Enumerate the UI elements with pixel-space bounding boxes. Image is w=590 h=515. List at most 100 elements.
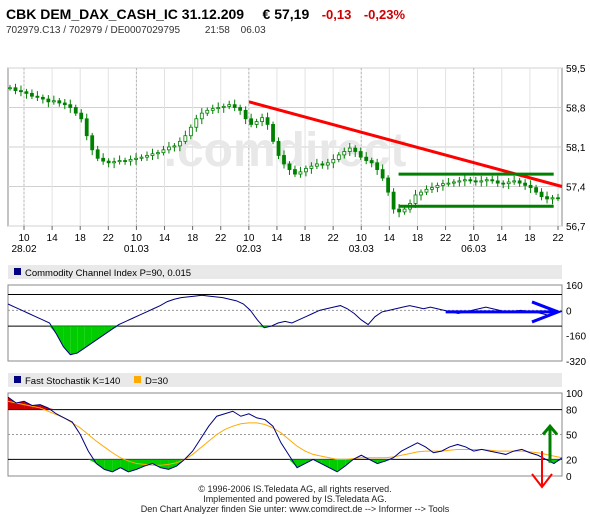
candle-body (249, 118, 254, 125)
candle-body (375, 162, 380, 170)
price-y-tick-label: 57,4 (566, 183, 586, 194)
candle-body (112, 161, 117, 164)
candle-body (462, 179, 467, 182)
candle-body (232, 104, 237, 108)
stoch-overbought-fill (8, 397, 17, 410)
price-x-tick-label: 14 (271, 233, 283, 244)
candle-body (106, 160, 111, 164)
price-x-tick-label: 18 (75, 233, 87, 244)
price-x-tick-label: 10 (468, 233, 480, 244)
price-x-tick-label: 10 (18, 233, 30, 244)
stoch-d-legend-swatch (134, 376, 141, 383)
price-y-tick-label: 56,7 (566, 222, 586, 233)
candle-body (523, 182, 528, 186)
cci-oversold-fill (257, 326, 265, 328)
last-price: € 57,19 (262, 6, 310, 22)
candle-body (134, 157, 138, 160)
candle-body (413, 194, 418, 204)
footer-link-hint: Den Chart Analyzer finden Sie unter: www… (140, 504, 450, 514)
cci-panel: Commodity Channel Index P=90, 0.015 160 0 -… (7, 265, 586, 368)
price-date-label: 03.03 (349, 244, 374, 255)
resistance-trendline (248, 100, 563, 188)
stoch-title-bar (8, 373, 562, 387)
arrow-down-icon (531, 473, 553, 489)
candle-body (386, 177, 391, 193)
candle-body (167, 146, 171, 151)
quote-header: CBK DEM_DAX_CASH_IC 31.12.209 € 57,19 -0… (6, 6, 405, 24)
price-x-tick-label: 22 (328, 233, 340, 244)
cci-plot-frame (7, 284, 563, 362)
candle-body (227, 104, 232, 107)
cci-y-tick-label: -160 (566, 332, 586, 343)
candle-body (468, 179, 473, 182)
candle-body (325, 162, 330, 166)
candle-body (30, 92, 34, 97)
cci-oversold-fill (56, 326, 64, 347)
candle-body (320, 163, 325, 166)
price-x-tick-label: 14 (47, 233, 59, 244)
candle-body (528, 184, 533, 189)
arrow-up-icon (541, 423, 559, 436)
stoch-oversold-fill (297, 459, 306, 468)
quote-subheader: 702979.C13 / 702979 / DE0007029795 21:58… (6, 25, 266, 36)
candle-body (95, 149, 100, 159)
candle-body (517, 180, 522, 184)
cci-legend-swatch (14, 268, 21, 275)
candle-body (457, 180, 462, 183)
price-x-tick-label: 10 (243, 233, 255, 244)
candle-body (495, 180, 500, 184)
candle-body (205, 109, 210, 114)
stoch-y-tick-label: 80 (566, 406, 578, 417)
cci-oversold-fill (70, 326, 78, 355)
candle-body (62, 102, 67, 106)
stoch-y-tick-label: 100 (566, 389, 583, 400)
stoch-oversold-fill (104, 459, 113, 472)
arrow-right-icon (531, 300, 563, 324)
candle-body (156, 152, 160, 155)
candle-body (172, 145, 177, 148)
candle-body (238, 107, 243, 111)
candle-body (342, 151, 347, 156)
candle-body (419, 191, 423, 196)
candle-body (446, 182, 451, 185)
stoch-y-tick-label: 50 (566, 431, 578, 442)
candle-body (539, 191, 544, 198)
candle-body (441, 183, 445, 186)
stoch-oversold-fill (553, 459, 562, 464)
candle-body (260, 117, 264, 123)
stoch-d-legend-label: D=30 (145, 376, 168, 387)
price-y-tick-label: 58,8 (566, 104, 586, 115)
cci-oversold-fill (104, 326, 112, 335)
candle-body (35, 95, 40, 98)
candle-body (304, 168, 308, 173)
candle-body (512, 180, 517, 183)
change-percent: -0,23% (363, 7, 406, 22)
stoch-oversold-fill (337, 459, 346, 472)
candle-body (380, 169, 385, 179)
stoch-k-legend-swatch (14, 376, 21, 383)
instrument-symbol: CBK DEM_DAX_CASH_IC 31.12.209 (6, 6, 245, 22)
candle-body (347, 147, 352, 152)
cci-oversold-fill (84, 326, 92, 349)
candle-body (19, 90, 23, 93)
price-date-label: 01.03 (124, 244, 149, 255)
price-x-tick-label: 10 (131, 233, 143, 244)
candle-body (101, 157, 106, 162)
price-x-tick-label: 14 (384, 233, 396, 244)
candle-body (479, 180, 484, 183)
price-date-label: 02.03 (236, 244, 261, 255)
candle-body (484, 179, 489, 182)
stoch-oversold-fill (321, 459, 330, 468)
change-absolute: -0,13 (321, 7, 352, 22)
candle-body (183, 135, 188, 142)
price-date-label: 28.02 (11, 244, 36, 255)
candle-body (79, 112, 84, 120)
candle-body (287, 163, 292, 170)
candle-body (68, 104, 73, 108)
candle-body (177, 140, 182, 147)
candle-body (210, 108, 215, 111)
candle-body (117, 160, 122, 163)
quote-date: 06.03 (240, 25, 266, 36)
candle-body (84, 118, 89, 137)
